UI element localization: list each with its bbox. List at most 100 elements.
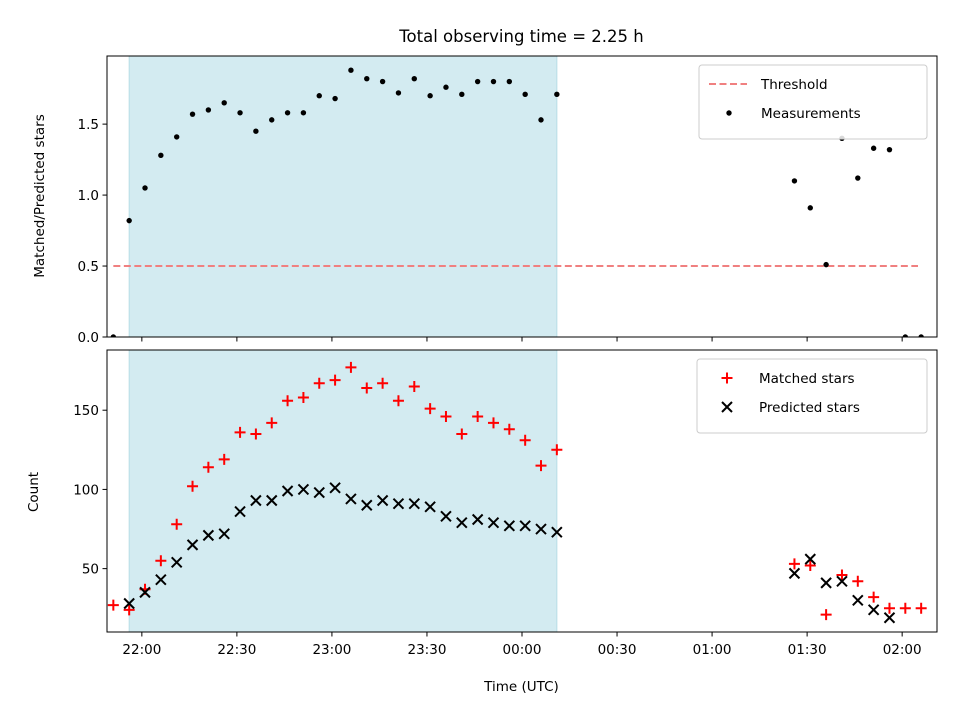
matched-star-point xyxy=(171,518,183,530)
matched-star-point xyxy=(820,609,832,621)
predicted-star-point xyxy=(852,594,864,607)
matched-star-point xyxy=(282,395,294,407)
measurement-point xyxy=(221,100,227,106)
matched-star-point xyxy=(123,604,135,616)
legend-measurement-swatch xyxy=(726,110,732,116)
predicted-star-point xyxy=(155,574,167,586)
legend-label: Predicted stars xyxy=(759,400,860,416)
matched-star-point xyxy=(915,602,927,614)
legend-label: Threshold xyxy=(760,77,828,93)
observing-window-shade xyxy=(128,55,558,338)
predicted-star-point xyxy=(456,516,468,529)
predicted-star-point xyxy=(836,575,848,588)
matched-star-point xyxy=(868,591,880,603)
measurement-point xyxy=(459,91,465,98)
x-tick-label: 23:00 xyxy=(312,642,351,658)
measurement-point xyxy=(870,145,877,151)
predicted-star-point xyxy=(345,493,357,505)
predicted-star-point xyxy=(519,520,531,532)
predicted-star-point xyxy=(820,577,832,589)
measurement-point xyxy=(379,78,386,85)
bottom-panel: Count Time (UTC) 50 100 150 22:00 22:30 23:00… xyxy=(26,349,938,695)
measurement-point xyxy=(538,117,544,123)
x-tick-label: 22:30 xyxy=(217,642,256,658)
predicted-star-point xyxy=(218,528,230,540)
measurement-point xyxy=(269,117,275,123)
matched-star-point xyxy=(392,395,404,407)
predicted-star-point xyxy=(376,494,389,507)
legend: Threshold Measurements xyxy=(698,64,928,140)
matched-star-point xyxy=(377,377,389,389)
matched-star-point xyxy=(266,417,278,429)
predicted-star-point xyxy=(234,505,246,518)
x-tick-label: 00:30 xyxy=(598,642,637,658)
measurement-point xyxy=(395,90,402,96)
legend-predicted-swatch xyxy=(721,401,733,413)
matched-star-point xyxy=(883,602,895,614)
y-tick-label: 100 xyxy=(73,482,99,498)
measurement-point xyxy=(427,93,433,99)
x-tick-label: 23:30 xyxy=(408,642,447,658)
matched-star-point xyxy=(456,428,468,440)
predicted-star-point xyxy=(392,497,405,510)
top-panel: Total observing time = 2.25 h Matched/Pr… xyxy=(32,27,938,346)
measurement-point xyxy=(364,76,370,82)
predicted-star-point xyxy=(867,604,880,616)
x-tick-label: 01:30 xyxy=(788,642,827,658)
matched-star-point xyxy=(345,361,357,373)
predicted-star-point xyxy=(297,483,310,496)
measurement-point xyxy=(189,111,196,117)
measurement-point xyxy=(348,67,354,73)
predicted-star-point xyxy=(329,482,341,494)
legend-label: Matched stars xyxy=(759,371,855,387)
predicted-star-point xyxy=(250,494,262,507)
measurement-point xyxy=(807,205,813,211)
y-tick-label: 1.0 xyxy=(78,188,99,204)
measurement-point xyxy=(506,78,513,85)
measurement-point xyxy=(126,217,132,224)
predicted-star-point xyxy=(266,494,278,507)
legend-matched-swatch xyxy=(721,372,733,384)
x-tick-label: 02:00 xyxy=(883,642,922,658)
predicted-star-point xyxy=(551,526,563,538)
y-tick-label: 50 xyxy=(82,562,99,578)
measurement-point xyxy=(237,110,243,116)
matched-star-point xyxy=(329,374,341,386)
y-tick-label: 1.5 xyxy=(78,117,99,133)
predicted-star-point xyxy=(186,539,199,551)
predicted-star-point xyxy=(471,513,484,526)
measurement-point xyxy=(158,152,164,159)
matched-star-point xyxy=(218,453,230,465)
matched-star-point xyxy=(313,377,325,389)
predicted-star-point xyxy=(424,501,436,513)
predicted-star-point xyxy=(440,510,452,523)
matched-star-point xyxy=(852,575,864,587)
predicted-star-point xyxy=(788,567,801,580)
matched-star-point xyxy=(250,428,262,440)
matched-star-point xyxy=(408,380,420,392)
measurement-point xyxy=(522,91,528,98)
measurement-point xyxy=(918,334,924,337)
x-tick-label: 00:00 xyxy=(503,642,542,658)
matched-star-point xyxy=(472,411,484,423)
measurement-point xyxy=(316,93,322,99)
measurement-point xyxy=(823,261,829,268)
top-ylabel: Matched/Predicted stars xyxy=(32,114,48,277)
predicted-star-point xyxy=(883,612,896,624)
matched-star-point xyxy=(788,558,800,570)
predicted-star-point xyxy=(281,485,294,497)
chart-title: Total observing time = 2.25 h xyxy=(398,27,643,46)
measurement-point xyxy=(902,334,909,337)
matched-star-point xyxy=(107,599,119,611)
y-tick-label: 0.5 xyxy=(78,259,99,275)
matched-star-point xyxy=(519,434,531,446)
matched-star-point xyxy=(487,417,499,429)
matched-star-point xyxy=(297,392,309,404)
y-tick-label: 150 xyxy=(73,403,99,419)
measurement-point xyxy=(443,84,449,90)
predicted-star-point xyxy=(804,553,816,565)
measurement-point xyxy=(300,110,307,116)
measurement-point xyxy=(253,128,259,134)
legend-box xyxy=(696,358,928,434)
